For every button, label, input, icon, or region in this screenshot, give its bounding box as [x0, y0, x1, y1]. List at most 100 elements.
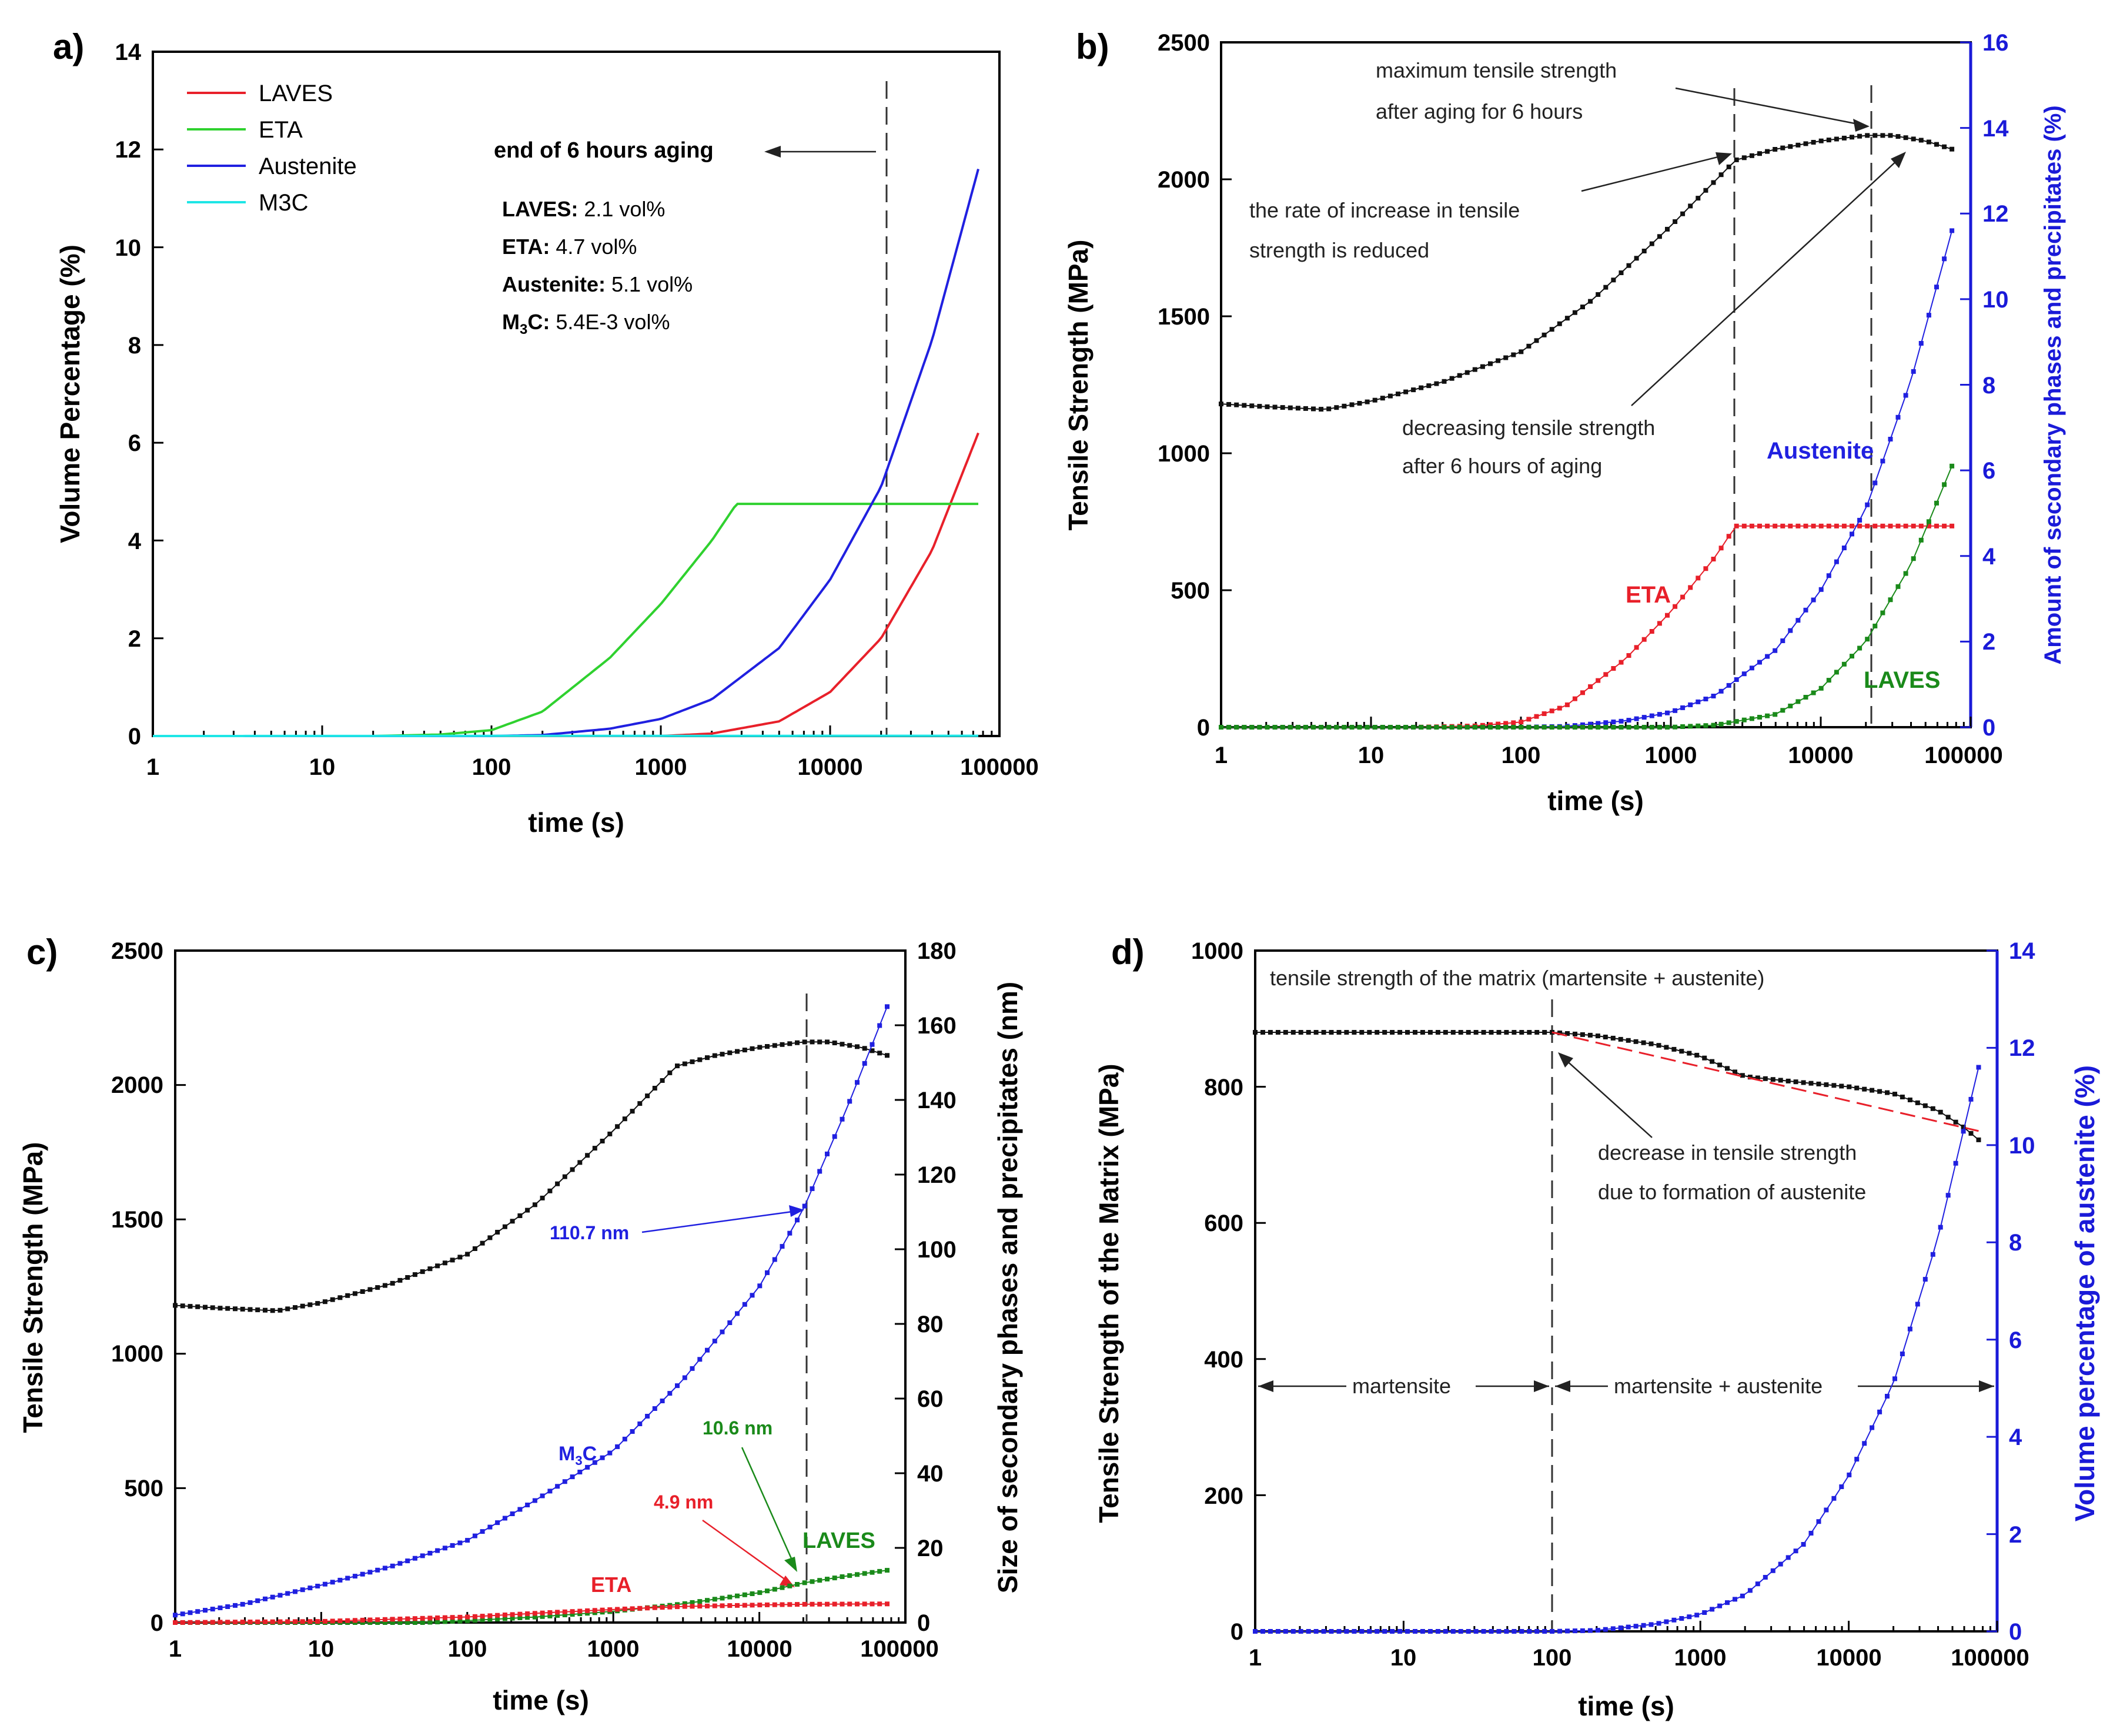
data-point: [652, 1605, 657, 1610]
data-point: [1953, 1160, 1958, 1166]
data-point: [1673, 604, 1678, 609]
data-point: [405, 1620, 410, 1625]
panel-c-y2-tick: 180: [917, 938, 957, 964]
data-point: [1808, 1531, 1814, 1536]
data-point: [1542, 1030, 1547, 1035]
data-point: [1603, 1627, 1608, 1632]
data-point: [1503, 355, 1509, 360]
data-point: [1344, 1030, 1349, 1035]
data-point: [248, 1307, 253, 1312]
data-point: [630, 1109, 635, 1114]
data-point: [645, 1093, 650, 1099]
data-point: [1826, 138, 1831, 143]
data-point: [1242, 403, 1247, 408]
panel-c-plot-frame: [174, 949, 907, 1624]
data-point: [1763, 1575, 1768, 1580]
data-point: [757, 1045, 763, 1050]
data-point: [1290, 1030, 1296, 1035]
data-point: [1803, 607, 1808, 613]
data-point: [817, 1601, 822, 1607]
data-point: [1888, 133, 1893, 138]
data-point: [375, 1617, 380, 1623]
panel-b-note-rate-1: the rate of increase in tensile: [1249, 198, 1520, 222]
data-point: [1603, 672, 1609, 677]
data-point: [1390, 1629, 1395, 1634]
panel-b-note-rate-2: strength is reduced: [1249, 238, 1429, 262]
data-point: [1588, 684, 1593, 689]
data-point: [735, 1311, 740, 1316]
data-point: [1526, 343, 1532, 349]
data-point: [1619, 718, 1624, 724]
data-point: [1865, 133, 1870, 138]
data-point: [1749, 665, 1754, 671]
data-point: [1496, 721, 1501, 727]
panel-d-x-tick: 10000: [1816, 1645, 1881, 1671]
panel-b-x-tick: 10: [1358, 742, 1385, 768]
panel-d-title-note: tensile strength of the matrix (martensi…: [1270, 966, 1764, 990]
data-point: [1671, 1617, 1677, 1623]
data-point: [1449, 725, 1454, 730]
panel-c-label: c): [26, 932, 58, 972]
data-point: [1564, 702, 1570, 707]
data-point: [367, 1620, 373, 1625]
panel-a-values-box: LAVES: 2.1 vol% ETA: 4.7 vol% Austenite:…: [502, 197, 693, 337]
data-point: [1839, 1484, 1844, 1489]
panel-d-y-tick: 800: [1204, 1075, 1243, 1101]
data-point: [1268, 1629, 1273, 1634]
data-point: [727, 1603, 733, 1608]
series-line: [153, 503, 978, 737]
data-point: [705, 1603, 710, 1608]
data-point: [300, 1587, 305, 1593]
data-point: [480, 1240, 485, 1246]
data-point: [390, 1620, 395, 1625]
data-point: [255, 1598, 260, 1603]
data-point: [1649, 725, 1654, 730]
data-point: [1734, 523, 1739, 529]
data-point: [1457, 373, 1462, 378]
data-point: [495, 1617, 500, 1622]
data-point: [465, 1618, 470, 1623]
series-austenite: [1253, 1065, 1981, 1634]
data-point: [1680, 211, 1686, 216]
data-point: [607, 1607, 613, 1613]
data-point: [420, 1269, 425, 1275]
panel-d-y-tick: 600: [1204, 1210, 1243, 1236]
panel-a-x-tick-labels: 1 10 100 1000 10000 100000: [146, 754, 1039, 780]
data-point: [1945, 1115, 1951, 1120]
data-point: [1242, 725, 1247, 730]
data-point: [270, 1594, 275, 1600]
data-point: [1426, 725, 1432, 730]
panel-a-y-tick: 2: [128, 626, 141, 652]
data-point: [1673, 708, 1678, 713]
data-point: [1419, 385, 1424, 390]
data-point: [840, 1116, 845, 1122]
data-point: [450, 1615, 455, 1620]
data-point: [1865, 502, 1870, 507]
panel-b-arrow-decrease: [1631, 158, 1900, 406]
data-point: [1519, 725, 1524, 730]
data-point: [1427, 1030, 1433, 1035]
data-point: [600, 1455, 605, 1460]
data-point: [1473, 1030, 1479, 1035]
data-point: [1503, 725, 1509, 730]
data-point: [1610, 1626, 1616, 1631]
data-point: [637, 1101, 643, 1106]
data-point: [188, 1620, 193, 1625]
data-point: [1788, 703, 1793, 708]
data-point: [1892, 1376, 1897, 1382]
data-point: [1773, 523, 1778, 529]
data-point: [1857, 133, 1862, 139]
panel-c-y-tick: 2500: [111, 938, 163, 964]
data-point: [1549, 327, 1554, 332]
data-point: [337, 1618, 343, 1624]
data-point: [1793, 1079, 1798, 1085]
data-point: [1808, 1081, 1814, 1086]
data-point: [1801, 1542, 1806, 1547]
data-point: [1665, 725, 1670, 730]
panel-c-y-tick: 2000: [111, 1072, 163, 1098]
data-point: [1785, 1555, 1791, 1560]
data-point: [1688, 702, 1693, 707]
data-point: [1427, 1629, 1433, 1634]
panel-c-size-austenite: 110.7 nm: [550, 1222, 629, 1243]
panel-d-martensite-arrowhead-left: [1258, 1380, 1273, 1392]
